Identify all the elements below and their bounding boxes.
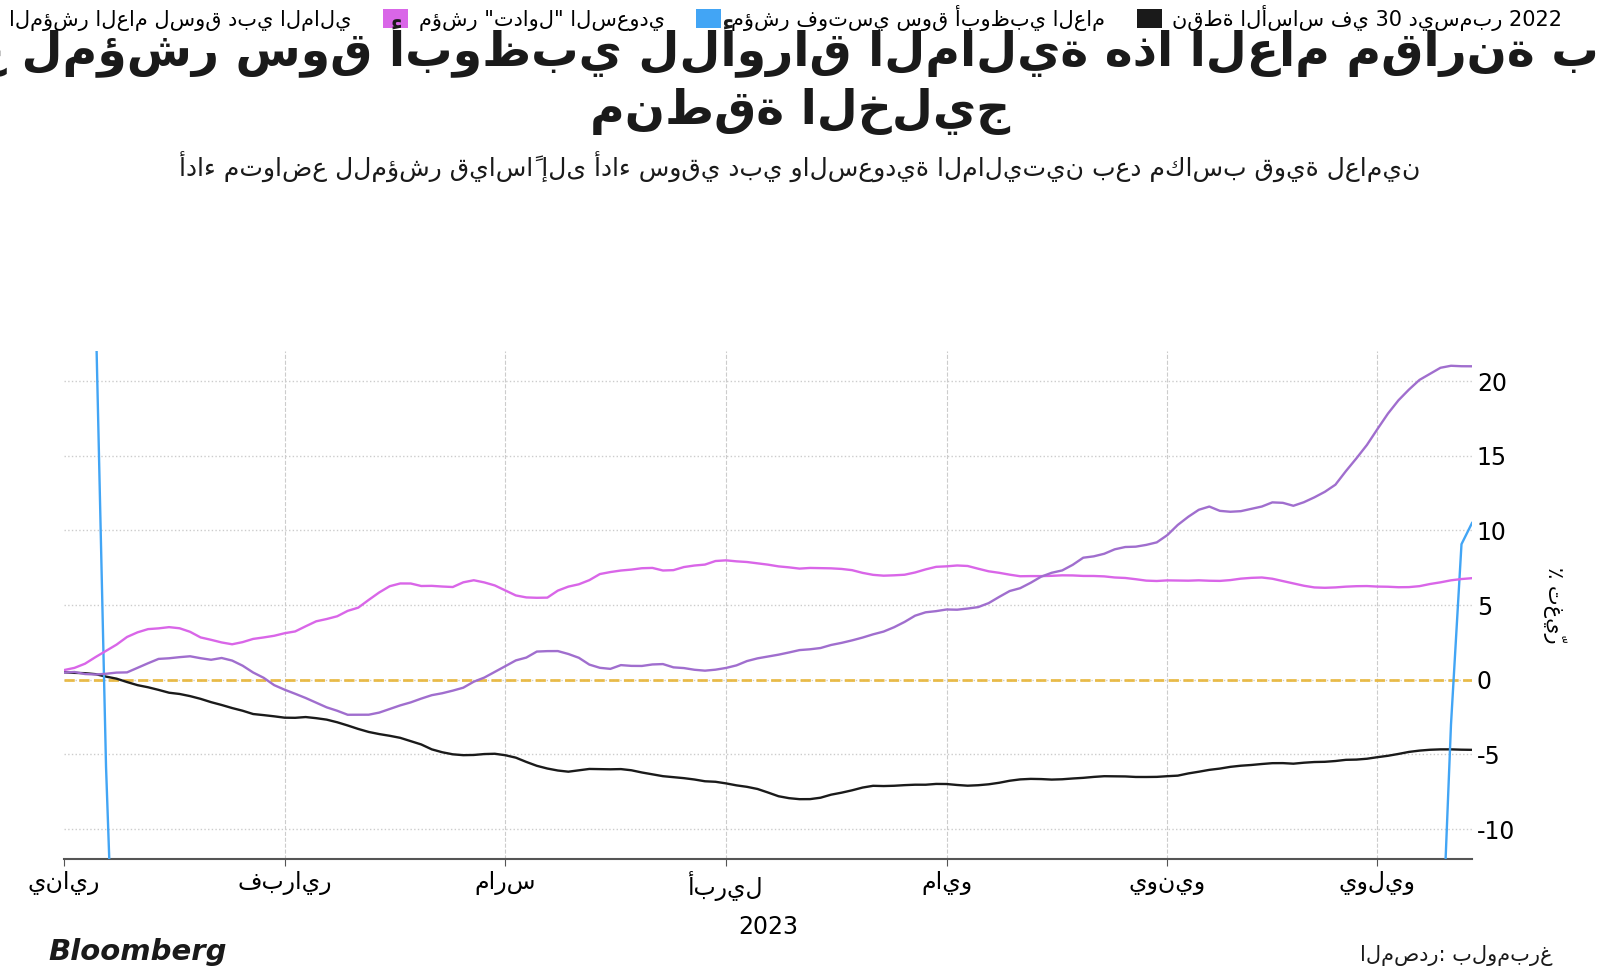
Text: منطقة الخليج: منطقة الخليج [590,88,1010,135]
X-axis label: 2023: 2023 [738,915,798,939]
Y-axis label: ٪ تغيّر: ٪ تغيّر [1542,567,1566,643]
Text: أداء متواضع للمؤشر قياساً إلى أداء سوقي دبي والسعودية الماليتين بعد مكاسب قوية ل: أداء متواضع للمؤشر قياساً إلى أداء سوقي … [179,151,1421,183]
Text: Bloomberg: Bloomberg [48,938,227,966]
Legend: المؤشر العام لسوق دبي المالي, مؤشر "تداول" السعودي, مؤشر فوتسي سوق أبوظبي العام,: المؤشر العام لسوق دبي المالي, مؤشر "تداو… [0,0,1570,39]
Text: المصدر: بلومبرغ: المصدر: بلومبرغ [1360,945,1552,966]
Text: أداء متواضع لمؤشر سوق أبوظبي للأوراق المالية هذا العام مقارنة بنظرائه في: أداء متواضع لمؤشر سوق أبوظبي للأوراق الم… [0,20,1600,78]
